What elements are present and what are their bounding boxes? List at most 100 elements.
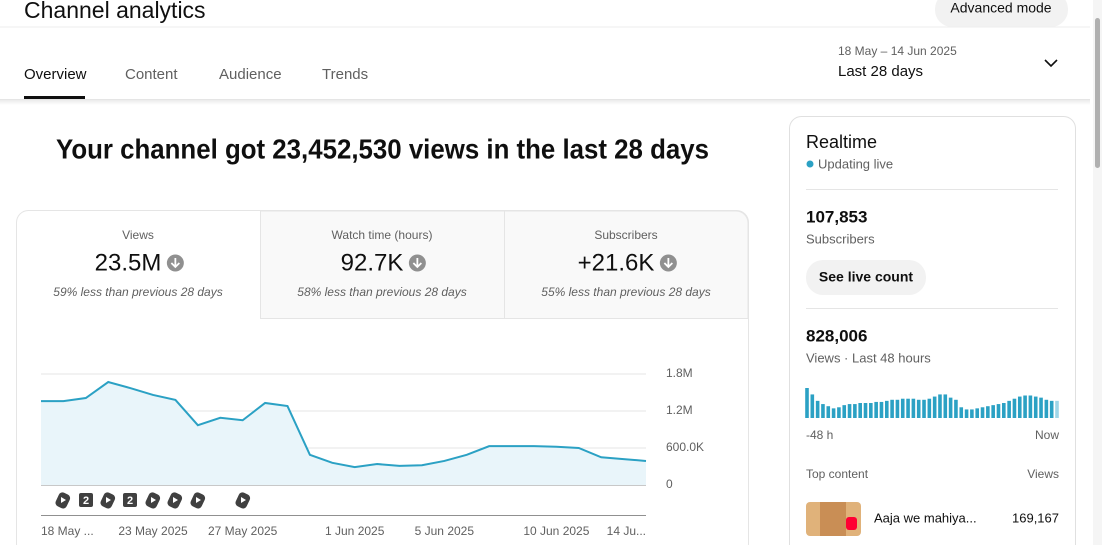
metric-value: 23.5M <box>95 249 162 276</box>
bar <box>890 399 894 418</box>
bar <box>895 399 900 418</box>
bar <box>1028 395 1033 418</box>
bar <box>821 404 825 418</box>
tab-underline <box>24 96 85 99</box>
marker-count: 2 <box>127 495 133 507</box>
bar <box>996 404 1001 418</box>
bar <box>911 398 916 418</box>
realtime-title: Realtime <box>806 132 877 152</box>
axis-end-label: Now <box>1035 428 1059 442</box>
advanced-mode-button[interactable]: Advanced mode <box>935 0 1068 27</box>
button-label: See live count <box>819 269 913 285</box>
bar <box>874 401 878 418</box>
bar <box>1023 395 1027 418</box>
bar <box>805 388 809 418</box>
bar <box>884 400 889 418</box>
scrollbar-thumb[interactable] <box>1095 18 1100 168</box>
bar <box>815 400 820 418</box>
line <box>41 380 647 469</box>
live-status: Updating live <box>818 156 893 171</box>
x-tick-label: 23 May 2025 <box>118 524 188 538</box>
bar <box>954 399 958 418</box>
metric[interactable]: Subscribers +21.6K 55% less than previous … <box>541 228 710 299</box>
bar <box>1033 396 1038 418</box>
thumbnail-figure <box>820 502 846 536</box>
tab[interactable]: Audience <box>219 66 282 83</box>
bar <box>943 394 948 418</box>
y-tick-label: 1.8M <box>666 366 693 380</box>
y-tick-label: 0 <box>666 477 673 491</box>
down-arrow <box>663 258 674 269</box>
period: Last 28 days <box>838 63 923 80</box>
bar <box>964 409 969 418</box>
y-tick-label: 600.0K <box>666 440 704 454</box>
page-title: Channel analytics <box>24 0 206 23</box>
subscriber-label: Subscribers <box>806 231 875 246</box>
bar <box>810 394 815 418</box>
shorts-play <box>241 497 246 503</box>
metric-note: 59% less than previous 28 days <box>53 285 222 299</box>
bar <box>938 394 942 418</box>
metric-note: 55% less than previous 28 days <box>541 285 710 299</box>
bar <box>847 404 852 418</box>
views-count: 828,006 <box>806 326 867 345</box>
tab[interactable]: Overview <box>24 66 87 83</box>
bar <box>842 405 847 418</box>
subscriber-count: 107,853 <box>806 207 867 226</box>
realtime-card <box>789 116 1076 545</box>
x-tick-label: 10 Jun 2025 <box>523 524 589 538</box>
shorts-play <box>173 497 178 503</box>
date-picker[interactable]: 18 May – 14 Jun 2025 Last 28 days <box>838 44 1058 80</box>
metric-value: 92.7K <box>341 249 404 276</box>
tab[interactable]: Trends <box>322 66 368 83</box>
bar <box>980 407 985 418</box>
bar <box>1055 400 1059 418</box>
axis-start-label: -48 h <box>806 428 833 442</box>
down-arrow <box>170 258 180 269</box>
metric-label: Views <box>122 228 154 242</box>
bar <box>900 398 905 418</box>
metric[interactable]: Views 23.5M 59% less than previous 28 days <box>53 228 222 299</box>
see-live-count-button[interactable]: See live count <box>806 260 926 295</box>
x-tick-label: 18 May ... <box>41 524 94 538</box>
top-content-item[interactable]: Aaja we mahiya... 169,167 <box>806 502 1059 536</box>
shorts-play <box>106 497 111 503</box>
button-bg <box>935 0 1068 27</box>
bar <box>837 407 841 418</box>
metric[interactable]: Watch time (hours) 92.7K 58% less than pre… <box>297 228 466 299</box>
button-bg <box>806 260 926 295</box>
headline: Your channel got 23,452,530 views in the… <box>56 133 709 164</box>
y-tick-label: 1.2M <box>666 403 693 417</box>
tab[interactable]: Content <box>125 66 178 83</box>
bar <box>853 404 857 418</box>
metric-note: 58% less than previous 28 days <box>297 285 466 299</box>
bar <box>1039 397 1043 418</box>
bar <box>1049 400 1054 418</box>
button-label: Advanced mode <box>950 0 1051 16</box>
shorts-play <box>196 497 201 503</box>
marker-count: 2 <box>83 495 89 507</box>
shorts-icon <box>846 517 857 530</box>
bar <box>1002 403 1006 418</box>
area-fill <box>41 382 646 485</box>
content-title: Aaja we mahiya... <box>874 510 977 525</box>
marker-badge <box>79 493 93 507</box>
scrollbar-track <box>1093 0 1102 545</box>
metric-label: Subscribers <box>594 228 657 242</box>
bar <box>959 407 964 418</box>
bar <box>916 399 921 418</box>
bar <box>1012 398 1017 418</box>
top-content-label: Top content <box>806 467 869 481</box>
bar <box>986 406 990 418</box>
metric-label: Watch time (hours) <box>332 228 433 242</box>
bar <box>970 409 974 418</box>
x-tick-label: 5 Jun 2025 <box>415 524 475 538</box>
bar <box>863 403 868 418</box>
marker-badge <box>123 493 137 507</box>
down-arrow <box>412 258 422 269</box>
bar <box>948 397 953 418</box>
shorts-play <box>151 497 156 503</box>
x-tick-label: 1 Jun 2025 <box>325 524 385 538</box>
